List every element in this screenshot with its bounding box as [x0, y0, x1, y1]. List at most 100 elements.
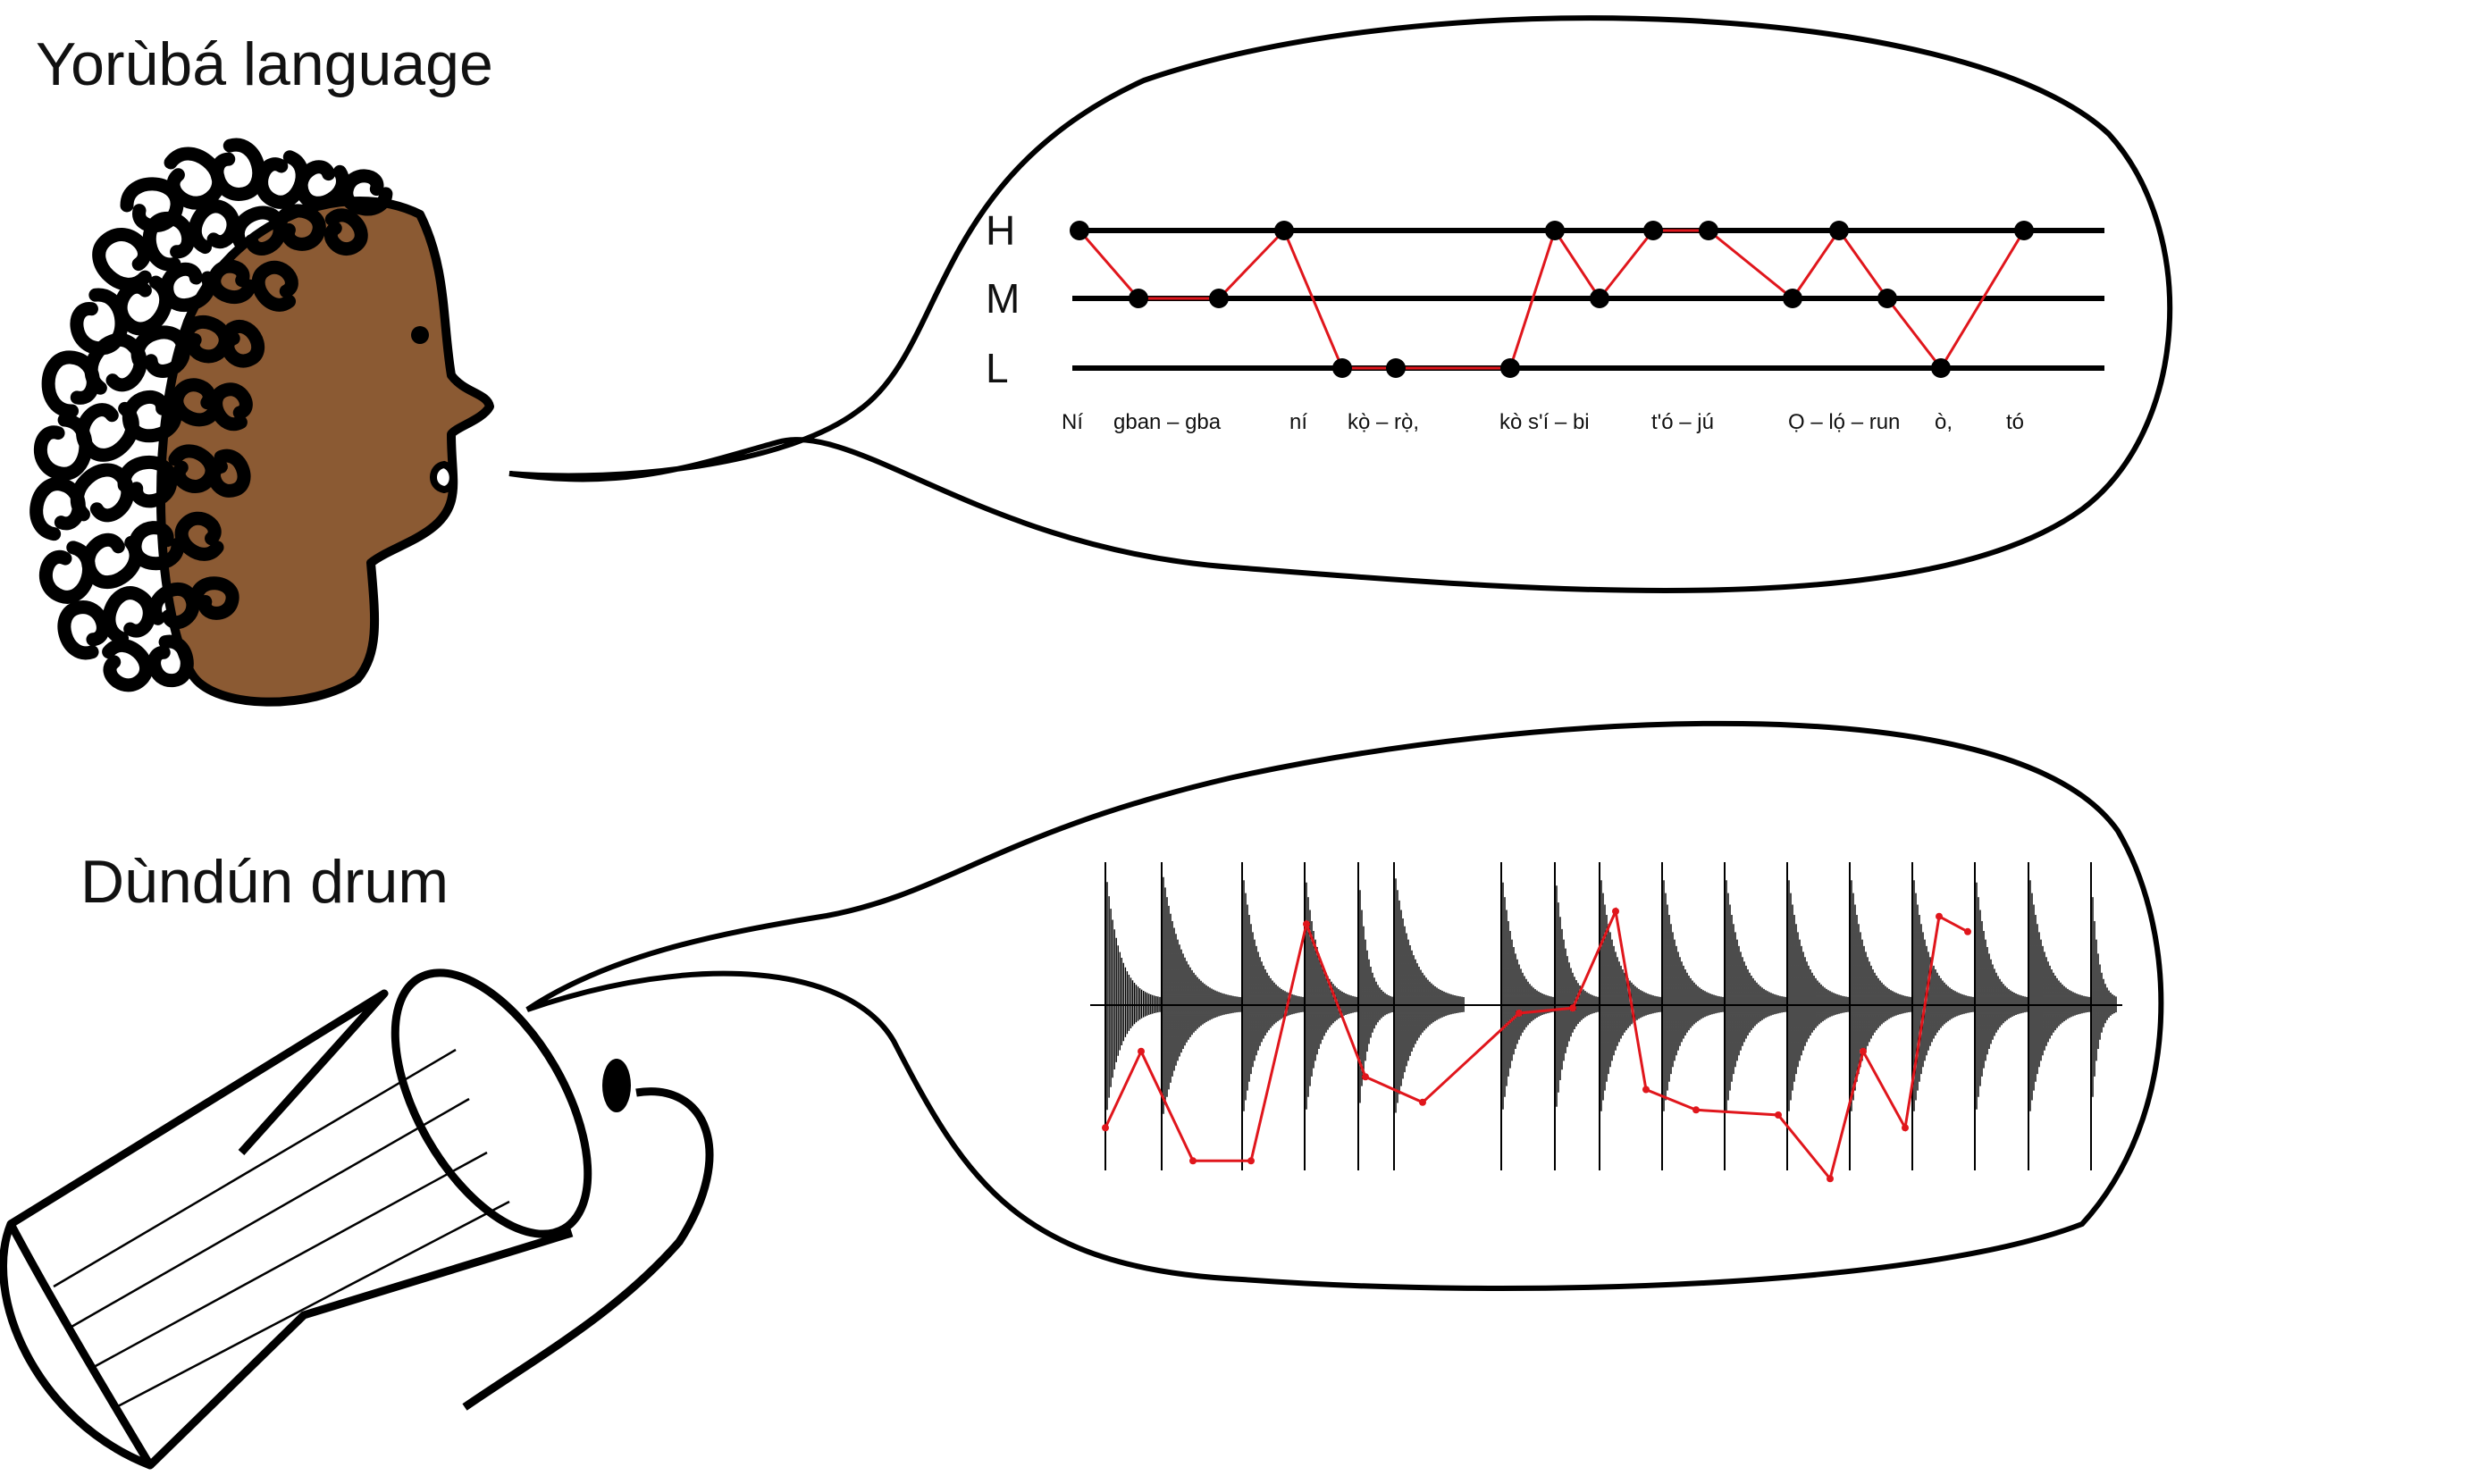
syllable-label: Ọ – lọ́ – run: [1788, 410, 1900, 434]
hair-curl: [251, 260, 298, 312]
tone-point: [1332, 358, 1352, 378]
dundun-drum: [0, 968, 714, 1470]
hair-curl: [207, 259, 256, 304]
drum-stroke-decay: [1393, 866, 1465, 1124]
hair-curl: [188, 199, 240, 255]
hair-curl: [207, 449, 251, 498]
drum-cord: [71, 1097, 470, 1329]
pitch-point: [1860, 1047, 1867, 1055]
drum-pitch-contour: [1102, 906, 1971, 1183]
speech-bubble: [508, 15, 2173, 593]
drum-stroke-decay: [1786, 866, 1849, 1124]
hair-curl: [29, 477, 86, 541]
hair-curl: [122, 390, 182, 443]
drum-stick-tip: [602, 1059, 631, 1112]
pitch-point: [1936, 912, 1943, 920]
hair-curl: [170, 378, 222, 427]
pitch-point: [1569, 1004, 1576, 1012]
syllable-label: ní: [1289, 410, 1307, 434]
tone-point: [1590, 289, 1609, 308]
syllable-label: Ní: [1062, 410, 1083, 434]
pitch-point: [1419, 1098, 1426, 1106]
drum-body-top: [8, 989, 389, 1228]
syllable-label: gban – gba: [1113, 410, 1222, 434]
drum-stroke-decay: [2090, 866, 2117, 1124]
eye: [411, 326, 429, 344]
pitch-contour-line: [1104, 906, 1969, 1182]
syllable-label: tó: [2006, 410, 2024, 434]
hair-curl: [273, 204, 326, 251]
drum-stroke-decay: [2028, 866, 2090, 1124]
drum-cord: [93, 1151, 488, 1369]
drum-stroke-decay: [1104, 866, 1161, 1124]
tone-point: [1500, 358, 1520, 378]
tone-point: [1129, 289, 1148, 308]
drum-stroke-decay: [1304, 866, 1357, 1124]
pitch-point: [1247, 1157, 1255, 1165]
pitch-point: [1775, 1111, 1782, 1119]
hair-curl: [323, 208, 368, 256]
pitch-point: [1902, 1124, 1909, 1132]
tone-series: [1070, 221, 2034, 378]
speaker-head: [29, 138, 494, 707]
tone-chart: H M L Ní gban – gba ní kọ̀ – rọ̀, kò s'í…: [986, 207, 2104, 434]
hair-curl: [209, 382, 253, 432]
hair-curl: [57, 600, 110, 660]
drum-stroke-decay: [1500, 866, 1554, 1124]
hair-curl: [41, 350, 100, 418]
drum-stroke-decay: [1911, 866, 1974, 1124]
tone-point: [1931, 358, 1951, 378]
hair-curl: [174, 511, 224, 561]
hair-curl: [147, 634, 194, 687]
pitch-point: [1642, 1086, 1650, 1094]
tone-point: [1783, 289, 1802, 308]
tone-point: [1274, 221, 1294, 240]
drum-waveform: [1090, 862, 2122, 1170]
drum-stroke-decay: [1161, 866, 1241, 1124]
tone-point: [1545, 221, 1565, 240]
tone-point: [1643, 221, 1663, 240]
drum-head-right: [391, 968, 592, 1238]
hair-curl: [221, 320, 265, 368]
drum-stroke-decay: [1661, 866, 1724, 1124]
pitch-point: [1102, 1124, 1109, 1132]
tone-point: [1386, 358, 1406, 378]
curly-hair: [29, 138, 393, 692]
drum-cord: [53, 1048, 457, 1288]
pitch-point: [1827, 1175, 1834, 1183]
drum-stroke-decay: [1554, 866, 1599, 1124]
pitch-point: [1138, 1047, 1145, 1055]
tone-point: [1209, 289, 1229, 308]
hair-curl: [102, 586, 156, 646]
drum-title: Dùndún drum: [80, 848, 449, 916]
pitch-point: [1362, 1073, 1369, 1081]
hair-curl: [142, 211, 196, 272]
hair-curl: [340, 169, 393, 216]
drum-cord: [115, 1200, 510, 1409]
drum-stroke-decay: [1974, 866, 2028, 1124]
hair-curl: [210, 138, 266, 201]
pitch-point: [1964, 927, 1971, 935]
pitch-point: [1189, 1157, 1197, 1165]
hair-curl: [92, 228, 152, 291]
pitch-point: [1303, 920, 1310, 928]
tone-point: [2014, 221, 2034, 240]
pitch-point: [1612, 908, 1619, 915]
drum-stroke-decay: [1724, 866, 1786, 1124]
mouth: [430, 460, 457, 494]
hair-curl: [160, 262, 216, 313]
tone-level-mid: M: [986, 275, 1020, 322]
drum-stroke-decay: [1241, 866, 1304, 1124]
syllable-label: kọ̀ – rọ̀,: [1348, 410, 1419, 434]
hair-curl: [128, 521, 185, 571]
tone-level-high: H: [986, 207, 1015, 254]
language-title: Yorùbá language: [36, 30, 493, 98]
tone-point: [1829, 221, 1849, 240]
syllable-label: ò,: [1935, 410, 1953, 434]
syllable-label: t'ó – jú: [1651, 410, 1714, 434]
hair-curl: [164, 147, 226, 210]
drum-stick: [462, 1087, 714, 1411]
tone-point: [1699, 221, 1718, 240]
hair-curl: [117, 455, 178, 508]
